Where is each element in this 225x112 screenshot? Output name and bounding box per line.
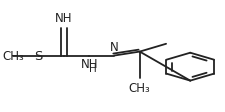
Text: S: S [34,50,43,62]
Text: NH: NH [80,57,98,70]
Text: NH: NH [55,12,73,25]
Text: CH₃: CH₃ [129,81,151,94]
Text: H: H [89,63,97,73]
Text: N: N [110,40,119,53]
Text: CH₃: CH₃ [2,50,24,62]
